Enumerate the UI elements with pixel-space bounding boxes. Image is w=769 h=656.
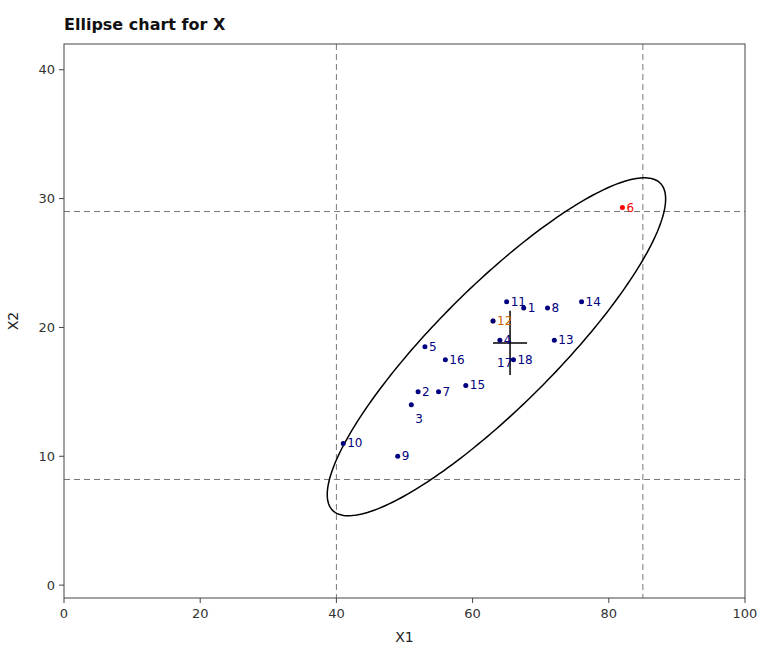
- y-tick: [59, 69, 64, 70]
- y-tick: [59, 456, 64, 457]
- plot-frame: [64, 44, 745, 598]
- x-tick-label: 80: [601, 606, 618, 621]
- point: [436, 389, 441, 394]
- point-label: 10: [347, 436, 362, 450]
- point-label: 3: [415, 412, 423, 426]
- point-label: 17: [497, 356, 512, 370]
- plot-marks: [64, 44, 745, 598]
- chart-title: Ellipse chart for X: [64, 15, 226, 34]
- y-tick-label: 10: [38, 449, 55, 464]
- x-tick: [64, 598, 65, 603]
- chart-container: 0204060801000102030401234567891011121314…: [0, 0, 769, 656]
- point-label: 12: [497, 314, 512, 328]
- point-label: 1: [528, 301, 536, 315]
- point: [620, 205, 625, 210]
- plot-background: [64, 44, 745, 598]
- point: [491, 319, 496, 324]
- point-label: 9: [402, 449, 410, 463]
- x-tick: [336, 598, 337, 603]
- point-label: 14: [586, 295, 601, 309]
- y-tick: [59, 585, 64, 586]
- point-label: 18: [517, 353, 532, 367]
- point: [409, 402, 414, 407]
- point: [422, 344, 427, 349]
- point-label: 15: [470, 378, 485, 392]
- point: [497, 338, 502, 343]
- point-label: 16: [449, 353, 464, 367]
- reference-line-x: [336, 44, 337, 598]
- point-labels: 123456789101112131415161718: [347, 201, 634, 464]
- y-tick-label: 40: [38, 62, 55, 77]
- reference-line-y: [64, 211, 745, 212]
- point: [443, 357, 448, 362]
- x-tick: [608, 598, 609, 603]
- point-label: 7: [443, 385, 451, 399]
- x-tick-label: 40: [328, 606, 345, 621]
- chart-svg: 0204060801000102030401234567891011121314…: [0, 0, 769, 656]
- point: [491, 319, 496, 324]
- point: [463, 383, 468, 388]
- x-tick-label: 100: [733, 606, 758, 621]
- point-label: 8: [552, 301, 560, 315]
- point: [504, 299, 509, 304]
- y-axis-label: X2: [5, 312, 21, 331]
- point: [416, 389, 421, 394]
- point: [545, 306, 550, 311]
- x-tick-label: 60: [464, 606, 481, 621]
- x-tick: [200, 598, 201, 603]
- y-tick: [59, 198, 64, 199]
- x-axis-label: X1: [395, 629, 414, 645]
- point-label: 4: [504, 333, 512, 347]
- y-tick-label: 20: [38, 320, 55, 335]
- point-label: 5: [429, 340, 437, 354]
- point-label: 11: [511, 295, 526, 309]
- point: [552, 338, 557, 343]
- y-tick-label: 0: [47, 578, 55, 593]
- point: [341, 441, 346, 446]
- x-tick-label: 20: [192, 606, 209, 621]
- x-tick-label: 0: [60, 606, 68, 621]
- x-tick: [745, 598, 746, 603]
- point-label: 13: [558, 333, 573, 347]
- y-tick: [59, 327, 64, 328]
- reference-line-x: [642, 44, 643, 598]
- ellipse: [327, 178, 665, 516]
- point-label: 6: [626, 201, 634, 215]
- point: [579, 299, 584, 304]
- y-tick-label: 30: [38, 191, 55, 206]
- x-tick: [472, 598, 473, 603]
- point-label: 2: [422, 385, 430, 399]
- reference-line-y: [64, 479, 745, 480]
- point: [395, 454, 400, 459]
